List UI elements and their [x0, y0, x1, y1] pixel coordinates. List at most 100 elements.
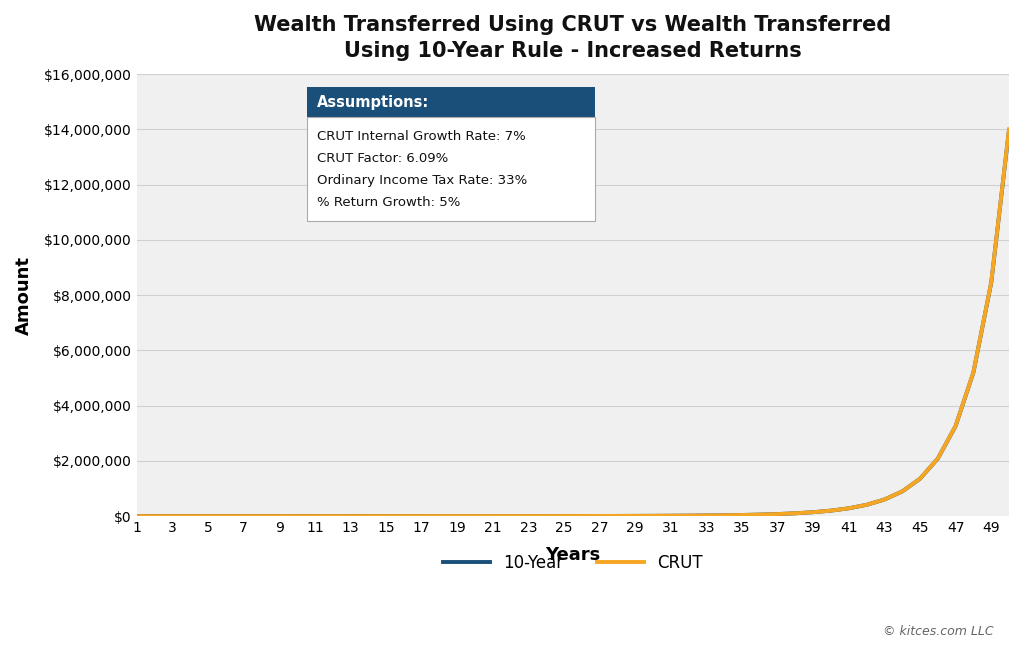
CRUT: [771, 510, 783, 518]
10-Year: [327, 512, 339, 520]
CRUT: [700, 511, 713, 519]
CRUT: [433, 512, 445, 520]
CRUT: [255, 513, 267, 520]
10-Year: [397, 512, 410, 520]
CRUT: [825, 507, 838, 515]
10-Year: [700, 511, 713, 519]
CRUT: [291, 512, 303, 520]
Text: Assumptions:: Assumptions:: [317, 95, 430, 110]
Text: Ordinary Income Tax Rate: 33%: Ordinary Income Tax Rate: 33%: [317, 174, 527, 187]
Y-axis label: Amount: Amount: [15, 255, 33, 334]
CRUT: [968, 368, 980, 376]
Text: % Return Growth: 5%: % Return Growth: 5%: [317, 196, 461, 209]
CRUT: [238, 513, 250, 520]
10-Year: [255, 513, 267, 520]
10-Year: [1002, 126, 1015, 134]
CRUT: [985, 279, 997, 286]
CRUT: [913, 475, 926, 483]
10-Year: [131, 513, 143, 520]
CRUT: [575, 512, 588, 520]
10-Year: [968, 369, 980, 376]
CRUT: [380, 512, 392, 520]
10-Year: [932, 455, 944, 463]
Title: Wealth Transferred Using CRUT vs Wealth Transferred
Using 10-Year Rule - Increas: Wealth Transferred Using CRUT vs Wealth …: [254, 15, 892, 62]
CRUT: [896, 487, 908, 495]
CRUT: [682, 512, 694, 520]
10-Year: [291, 512, 303, 520]
CRUT: [202, 513, 214, 520]
CRUT: [469, 512, 481, 520]
CRUT: [344, 512, 356, 520]
CRUT: [754, 511, 766, 518]
Text: CRUT Internal Growth Rate: 7%: CRUT Internal Growth Rate: 7%: [317, 130, 526, 143]
10-Year: [949, 422, 962, 430]
CRUT: [522, 512, 535, 520]
CRUT: [273, 512, 286, 520]
10-Year: [807, 508, 819, 516]
CRUT: [807, 508, 819, 516]
10-Year: [790, 509, 802, 517]
10-Year: [860, 501, 872, 509]
10-Year: [754, 511, 766, 518]
10-Year: [238, 513, 250, 520]
10-Year: [825, 507, 838, 515]
CRUT: [736, 511, 749, 519]
10-Year: [452, 512, 464, 520]
10-Year: [540, 512, 552, 520]
10-Year: [558, 512, 570, 520]
CRUT: [362, 512, 375, 520]
10-Year: [913, 475, 926, 483]
10-Year: [771, 510, 783, 518]
CRUT: [540, 512, 552, 520]
10-Year: [985, 279, 997, 286]
CRUT: [220, 513, 232, 520]
CRUT: [647, 512, 659, 520]
Line: 10-Year: 10-Year: [137, 130, 1009, 516]
CRUT: [594, 512, 606, 520]
10-Year: [469, 512, 481, 520]
Text: CRUT Factor: 6.09%: CRUT Factor: 6.09%: [317, 152, 449, 165]
10-Year: [843, 504, 855, 512]
CRUT: [166, 513, 178, 520]
10-Year: [202, 513, 214, 520]
10-Year: [611, 512, 624, 520]
10-Year: [629, 512, 641, 520]
10-Year: [380, 512, 392, 520]
Legend: 10-Year, CRUT: 10-Year, CRUT: [436, 547, 710, 579]
CRUT: [629, 512, 641, 520]
Text: © kitces.com LLC: © kitces.com LLC: [883, 625, 993, 638]
CRUT: [558, 512, 570, 520]
10-Year: [486, 512, 499, 520]
10-Year: [184, 513, 197, 520]
CRUT: [131, 513, 143, 520]
CRUT: [790, 509, 802, 517]
10-Year: [344, 512, 356, 520]
CRUT: [860, 501, 872, 509]
CRUT: [843, 504, 855, 512]
X-axis label: Years: Years: [546, 546, 600, 564]
10-Year: [362, 512, 375, 520]
FancyBboxPatch shape: [307, 117, 595, 221]
10-Year: [575, 512, 588, 520]
10-Year: [416, 512, 428, 520]
CRUT: [184, 513, 197, 520]
CRUT: [486, 512, 499, 520]
CRUT: [879, 496, 891, 503]
10-Year: [505, 512, 517, 520]
CRUT: [397, 512, 410, 520]
10-Year: [718, 511, 730, 519]
FancyBboxPatch shape: [307, 87, 595, 117]
10-Year: [166, 513, 178, 520]
10-Year: [647, 512, 659, 520]
CRUT: [416, 512, 428, 520]
CRUT: [665, 512, 677, 520]
Line: CRUT: CRUT: [137, 130, 1009, 516]
CRUT: [949, 422, 962, 430]
10-Year: [220, 513, 232, 520]
CRUT: [308, 512, 321, 520]
10-Year: [433, 512, 445, 520]
10-Year: [879, 496, 891, 503]
10-Year: [594, 512, 606, 520]
CRUT: [1002, 126, 1015, 133]
10-Year: [665, 512, 677, 520]
